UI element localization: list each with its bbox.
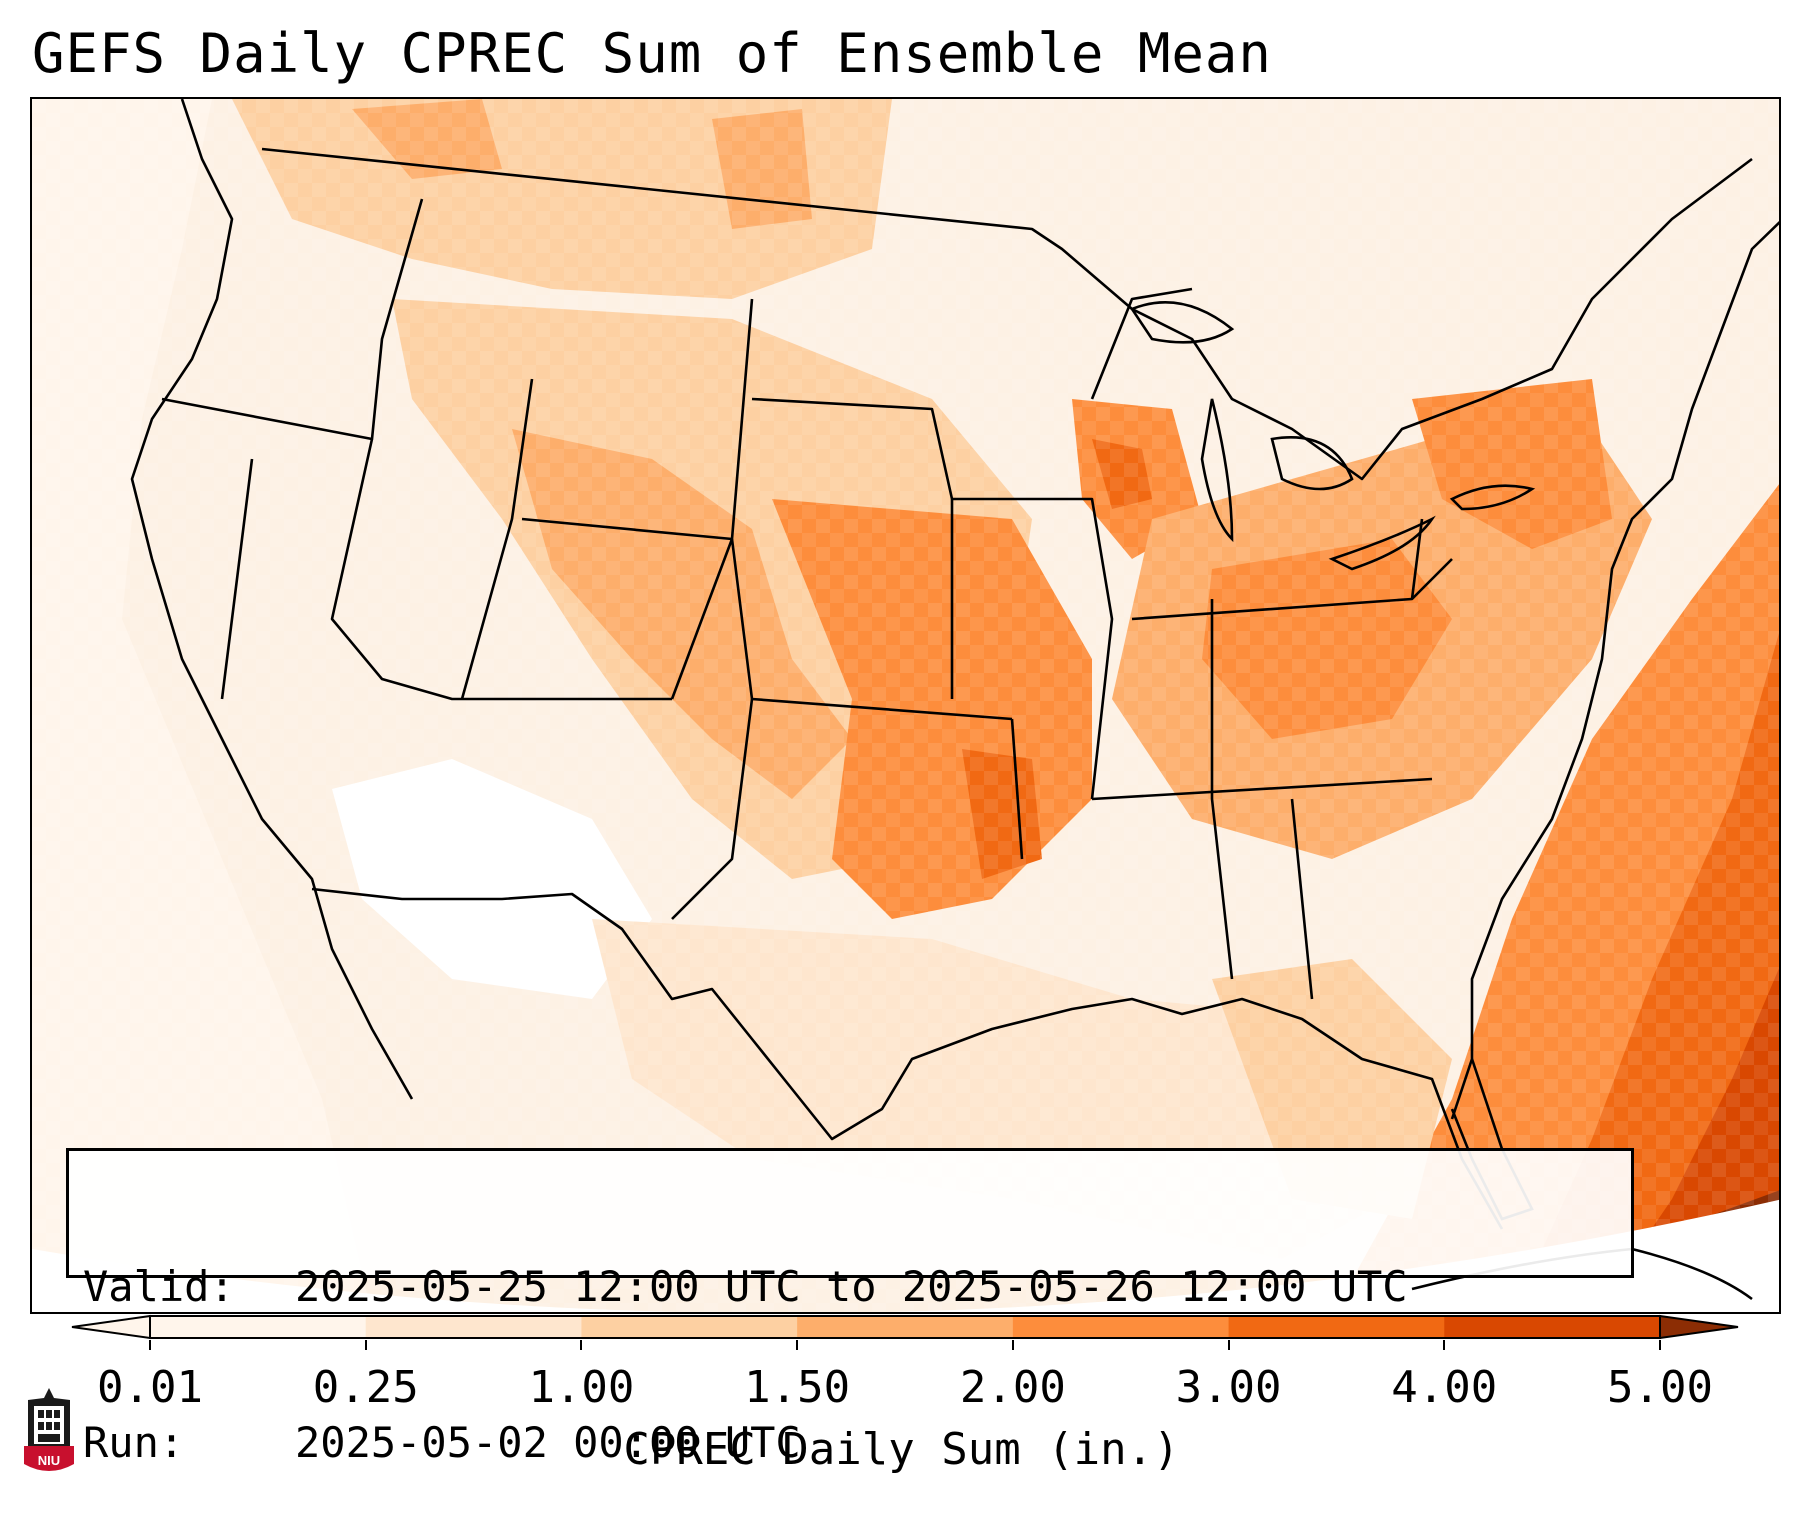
great-lakes	[1130, 301, 1536, 571]
atlantic-coastline	[1450, 221, 1779, 1120]
colorbar-segment	[797, 1316, 1014, 1338]
colorbar-over-extension	[1659, 1314, 1739, 1340]
valid-label: Valid:	[83, 1262, 235, 1311]
colorbar-tick-mark	[1227, 1340, 1230, 1350]
colorbar-tick-mark	[149, 1340, 151, 1350]
valid-run-info-box: Valid: 2025-05-25 12:00 UTC to 2025-05-26…	[66, 1148, 1634, 1467]
colorbar-tick-label: 3.00	[1175, 1362, 1282, 1413]
colorbar-segment	[581, 1316, 798, 1338]
colorbar-segment	[1012, 1316, 1230, 1338]
colorbar-tick-mark	[580, 1340, 583, 1350]
political-boundaries	[130, 99, 1779, 1230]
colorbar-tick-mark	[364, 1340, 367, 1350]
precip-map	[30, 97, 1781, 1314]
off-domain-region	[32, 1199, 1779, 1312]
colorbar-tick-label: 0.25	[312, 1362, 419, 1413]
colorbar-tick-mark	[1443, 1340, 1446, 1350]
colorbar-outline	[149, 1315, 1661, 1339]
colorbar-segment	[150, 1316, 367, 1338]
valid-row: Valid: 2025-05-25 12:00 UTC to 2025-05-26…	[83, 1261, 1631, 1313]
colorbar-segment	[1228, 1316, 1445, 1338]
pacific-coastline	[130, 99, 414, 1100]
colorbar-tick-mark	[1659, 1340, 1661, 1350]
niu-tower-logo-icon: NIU	[24, 1388, 74, 1471]
colorbar-tick-mark	[1011, 1340, 1014, 1350]
colorbar-tick-label: 1.00	[528, 1362, 635, 1413]
colorbar	[71, 1314, 1739, 1340]
run-value: 2025-05-02 00:00 UTC	[295, 1418, 801, 1467]
run-label: Run:	[83, 1418, 185, 1467]
run-row: Run: 2025-05-02 00:00 UTC	[83, 1417, 1631, 1469]
colorbar-tick-label: 5.00	[1607, 1362, 1713, 1413]
precip-map-canvas	[32, 99, 1779, 1312]
valid-value: 2025-05-25 12:00 UTC to 2025-05-26 12:00…	[295, 1262, 1408, 1311]
colorbar-tick-label: 0.01	[97, 1362, 203, 1413]
colorbar-label: CPREC Daily Sum (in.)	[623, 1424, 1180, 1475]
colorbar-tick-mark	[796, 1340, 799, 1350]
us-canada-border	[261, 147, 1753, 481]
colorbar-tick-label: 2.00	[959, 1362, 1066, 1413]
colorbar-tick-label: 4.00	[1391, 1362, 1498, 1413]
colorbar-segment	[365, 1316, 582, 1338]
us-mexico-gulf-border	[311, 887, 1504, 1230]
colorbar-segment	[1444, 1316, 1661, 1338]
map-title: GEFS Daily CPREC Sum of Ensemble Mean	[32, 22, 1272, 85]
niu-logo-text: NIU	[38, 1453, 60, 1468]
colorbar-under-extension	[71, 1314, 151, 1340]
colorbar-tick-label: 1.50	[744, 1362, 851, 1413]
